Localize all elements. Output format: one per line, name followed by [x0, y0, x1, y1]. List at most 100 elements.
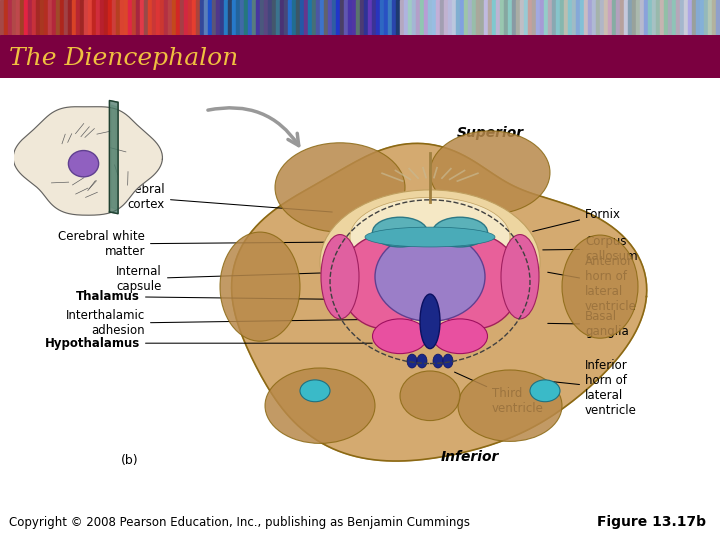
Bar	[8, 0, 12, 35]
Bar	[424, 0, 428, 35]
Bar	[288, 0, 292, 35]
Bar	[460, 0, 464, 35]
Bar	[84, 0, 88, 35]
Text: Copyright © 2008 Pearson Education, Inc., publishing as Benjamin Cummings: Copyright © 2008 Pearson Education, Inc.…	[9, 516, 469, 529]
Polygon shape	[13, 107, 163, 215]
Text: Basal
ganglia: Basal ganglia	[548, 310, 629, 339]
Bar	[632, 0, 636, 35]
Bar	[136, 0, 140, 35]
Bar	[240, 0, 244, 35]
Polygon shape	[232, 144, 647, 461]
Bar	[580, 0, 584, 35]
Bar	[168, 0, 172, 35]
Bar	[180, 0, 184, 35]
Ellipse shape	[300, 380, 330, 402]
Ellipse shape	[68, 151, 99, 177]
Bar	[672, 0, 676, 35]
Bar	[392, 0, 396, 35]
Bar	[436, 0, 440, 35]
Bar	[152, 0, 156, 35]
Bar	[80, 0, 84, 35]
Bar	[236, 0, 240, 35]
Text: Thalamus: Thalamus	[76, 290, 352, 303]
Bar	[204, 0, 208, 35]
Bar	[544, 0, 548, 35]
Bar	[20, 0, 24, 35]
Bar	[276, 0, 280, 35]
Bar	[368, 0, 372, 35]
Text: Interthalamic
adhesion: Interthalamic adhesion	[66, 309, 372, 338]
Bar	[212, 0, 216, 35]
Ellipse shape	[220, 232, 300, 341]
Bar	[624, 0, 628, 35]
Text: (b): (b)	[121, 454, 139, 467]
Bar	[452, 0, 456, 35]
Bar	[516, 0, 520, 35]
Bar	[472, 0, 476, 35]
Ellipse shape	[340, 234, 430, 329]
Bar	[616, 0, 620, 35]
Ellipse shape	[365, 227, 495, 247]
Polygon shape	[111, 105, 117, 210]
Bar	[296, 0, 300, 35]
Text: Internal
capsule: Internal capsule	[116, 265, 357, 293]
Bar	[24, 0, 28, 35]
Bar	[324, 0, 328, 35]
Text: Third
ventricle: Third ventricle	[454, 372, 544, 415]
Ellipse shape	[433, 354, 443, 368]
Bar	[604, 0, 608, 35]
Bar	[480, 0, 484, 35]
Bar	[92, 0, 96, 35]
Ellipse shape	[501, 234, 539, 319]
Bar	[304, 0, 308, 35]
Bar	[588, 0, 592, 35]
Bar	[572, 0, 576, 35]
Bar	[704, 0, 708, 35]
Bar	[408, 0, 412, 35]
Ellipse shape	[420, 294, 440, 349]
Bar	[36, 0, 40, 35]
Bar	[476, 0, 480, 35]
Bar	[464, 0, 468, 35]
Ellipse shape	[372, 319, 428, 354]
Bar	[256, 0, 260, 35]
Bar	[600, 0, 604, 35]
Bar	[380, 0, 384, 35]
Bar	[160, 0, 164, 35]
Bar	[376, 0, 380, 35]
Bar	[540, 0, 544, 35]
Bar	[612, 0, 616, 35]
Bar	[172, 0, 176, 35]
Text: Anterior
horn of
lateral
ventricle: Anterior horn of lateral ventricle	[548, 255, 637, 313]
Bar	[412, 0, 416, 35]
Ellipse shape	[458, 370, 562, 441]
Bar	[500, 0, 504, 35]
Bar	[416, 0, 420, 35]
Bar	[556, 0, 560, 35]
Ellipse shape	[350, 197, 510, 276]
Ellipse shape	[375, 232, 485, 321]
Bar	[348, 0, 352, 35]
Bar	[400, 0, 404, 35]
Bar	[272, 0, 276, 35]
Bar	[328, 0, 332, 35]
Bar	[308, 0, 312, 35]
Bar	[184, 0, 188, 35]
Text: Corpus
callosum: Corpus callosum	[543, 235, 638, 263]
Ellipse shape	[430, 234, 520, 329]
Bar	[32, 0, 36, 35]
Bar	[576, 0, 580, 35]
Bar	[596, 0, 600, 35]
Bar	[356, 0, 360, 35]
Bar	[512, 0, 516, 35]
Bar	[164, 0, 168, 35]
Bar	[496, 0, 500, 35]
Bar	[484, 0, 488, 35]
Bar	[88, 0, 92, 35]
Bar	[188, 0, 192, 35]
Bar	[336, 0, 340, 35]
Bar	[332, 0, 336, 35]
Bar	[52, 0, 56, 35]
Text: Inferior: Inferior	[441, 450, 499, 464]
Text: The Diencephalon: The Diencephalon	[9, 48, 238, 70]
